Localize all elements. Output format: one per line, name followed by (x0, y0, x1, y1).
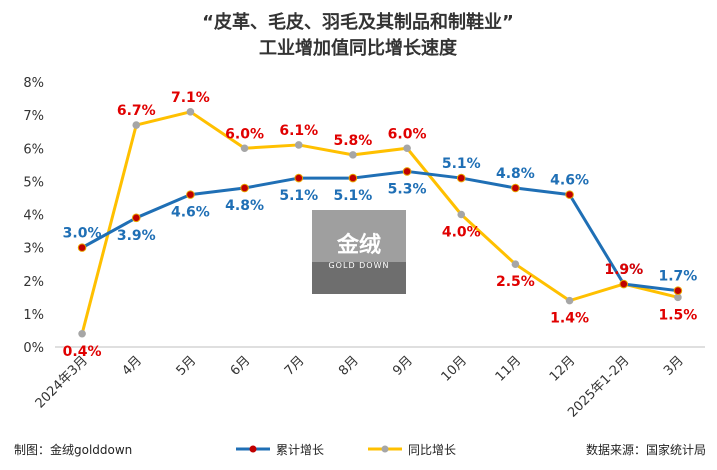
data-point-cumulative (294, 173, 304, 183)
legend-item-cumulative: 累计增长 (236, 443, 324, 457)
data-point-yoy (565, 296, 574, 305)
data-label-yoy: 7.1% (171, 90, 210, 106)
data-label-cumulative: 4.8% (496, 166, 535, 182)
data-label-cumulative: 1.7% (659, 269, 698, 285)
y-tick-label: 5% (23, 175, 44, 190)
y-tick-label: 3% (23, 242, 44, 257)
legend-item-yoy: 同比增长 (368, 443, 456, 457)
data-point-cumulative (77, 243, 87, 252)
series-layer (77, 108, 683, 338)
data-label-yoy: 1.5% (659, 307, 698, 323)
legend-marker-yoy (381, 445, 389, 453)
data-label-yoy: 2.5% (496, 274, 535, 290)
data-point-yoy (132, 121, 141, 129)
data-point-cumulative (673, 286, 683, 295)
y-tick-label: 1% (23, 308, 44, 323)
data-label-cumulative: 1.9% (604, 262, 643, 278)
data-label-layer: 3.0% 3.9% 4.6% 4.8% 5.1% 5.1% 5.3% 5.1% 4.8% 4.6%… (63, 90, 698, 360)
series-line-cumulative (81, 169, 679, 293)
x-tick-label: 8月 (336, 353, 362, 379)
legend: 累计增长 同比增长 (236, 443, 456, 457)
legend-label-yoy: 同比增长 (408, 443, 456, 457)
chart-title-line2: 工业增加值同比增长速度 (259, 37, 458, 59)
data-label-cumulative: 4.8% (225, 198, 264, 214)
data-label-cumulative: 5.1% (442, 156, 481, 172)
watermark-logo: 金绒 GOLD DOWN (312, 210, 406, 294)
data-point-cumulative (131, 213, 141, 223)
x-tick-label: 7月 (282, 353, 308, 379)
watermark-text: 金绒 (336, 232, 381, 258)
data-point-cumulative (511, 183, 520, 193)
data-label-cumulative: 4.6% (550, 173, 589, 189)
x-tick-label: 9月 (390, 353, 416, 379)
data-label-cumulative: 3.0% (63, 226, 102, 242)
series-line-yoy (80, 110, 679, 335)
data-label-yoy: 6.0% (225, 126, 264, 142)
x-tick-label: 3月 (661, 353, 687, 379)
x-tick-label: 12月 (547, 353, 578, 384)
legend-marker-cumulative (249, 445, 257, 453)
y-axis: 0% 1% 2% 3% 4% 5% 6% 7% 8% (23, 76, 44, 356)
y-tick-label: 7% (23, 109, 44, 124)
data-label-yoy: 4.0% (442, 225, 481, 241)
x-tick-label: 10月 (439, 353, 470, 384)
data-point-yoy (674, 293, 682, 302)
data-point-yoy (240, 144, 249, 153)
data-label-cumulative: 5.3% (388, 181, 427, 197)
data-point-yoy (403, 144, 411, 153)
data-label-yoy: 5.8% (334, 133, 373, 149)
data-label-yoy: 6.7% (117, 103, 156, 119)
data-point-yoy (457, 210, 466, 219)
x-tick-label: 4月 (119, 353, 145, 379)
y-tick-label: 2% (23, 275, 44, 290)
data-label-yoy: 1.4% (550, 311, 589, 327)
data-label-yoy: 1.9% (604, 262, 643, 278)
data-label-cumulative: 5.1% (279, 188, 318, 204)
y-tick-label: 8% (23, 76, 44, 91)
x-tick-label: 5月 (174, 353, 200, 379)
watermark-subtext: GOLD DOWN (328, 261, 389, 270)
data-point-yoy (294, 141, 303, 149)
data-point-yoy (511, 260, 520, 268)
data-point-yoy (186, 108, 195, 116)
chart-title-line1: “皮革、毛皮、羽毛及其制品和制鞋业” (202, 11, 514, 33)
footer-maker: 制图：金绒golddown (14, 442, 132, 457)
x-tick-label: 2024年3月 (33, 353, 91, 411)
data-point-yoy (349, 151, 357, 159)
data-label-yoy: 0.4% (63, 344, 102, 360)
y-tick-label: 4% (23, 209, 44, 224)
data-point-cumulative (565, 190, 574, 199)
x-tick-label: 11月 (493, 353, 524, 384)
data-point-cumulative (619, 279, 629, 289)
data-label-cumulative: 4.6% (171, 205, 210, 221)
data-point-cumulative (456, 173, 466, 183)
data-point-yoy (78, 329, 86, 338)
footer-source: 数据来源：国家统计局 (586, 442, 706, 457)
y-tick-label: 6% (23, 142, 44, 157)
data-point-cumulative (348, 173, 358, 183)
y-tick-label: 0% (23, 341, 44, 356)
x-tick-label: 6月 (228, 353, 254, 379)
data-label-yoy: 6.0% (388, 126, 427, 142)
data-point-cumulative (402, 167, 412, 176)
data-label-cumulative: 3.9% (117, 228, 156, 244)
data-point-cumulative (240, 183, 249, 193)
data-point-cumulative (186, 190, 195, 199)
data-label-yoy: 6.1% (279, 123, 318, 139)
data-label-cumulative: 5.1% (334, 188, 373, 204)
legend-label-cumulative: 累计增长 (276, 443, 324, 457)
